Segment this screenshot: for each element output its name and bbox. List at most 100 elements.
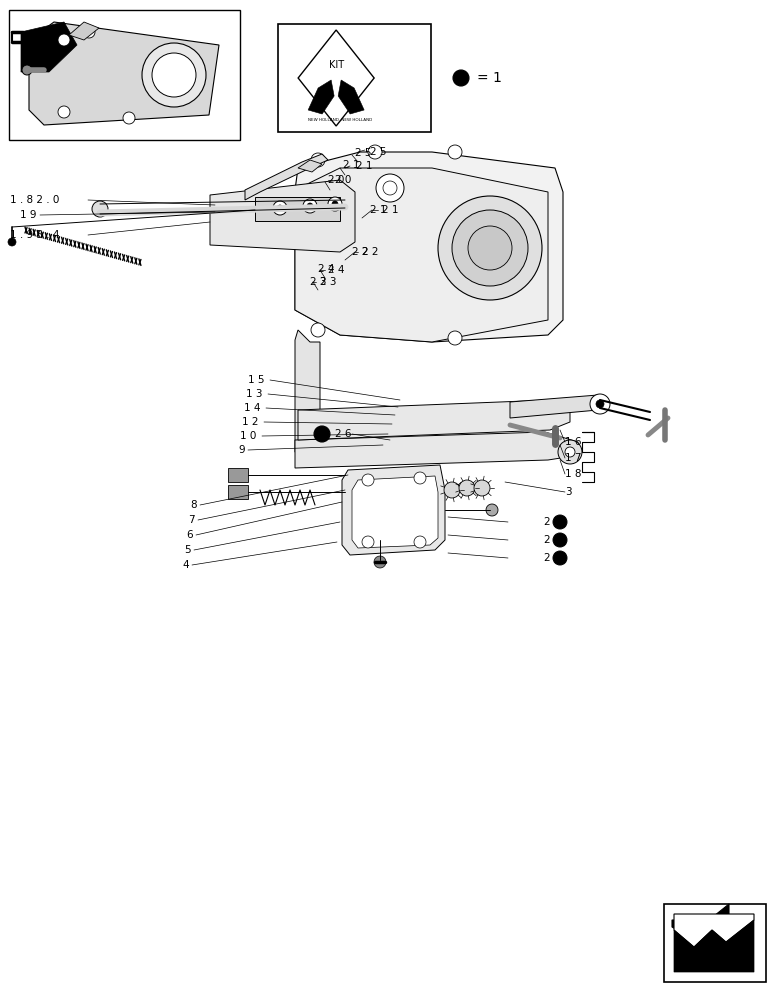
Circle shape	[368, 145, 382, 159]
Text: 1 4: 1 4	[244, 403, 260, 413]
Text: KIT: KIT	[328, 60, 343, 70]
Text: NEW HOLLAND  NEW HOLLAND: NEW HOLLAND NEW HOLLAND	[308, 118, 372, 122]
Text: 2 3: 2 3	[310, 277, 326, 287]
Circle shape	[83, 26, 95, 38]
Circle shape	[553, 515, 567, 529]
Circle shape	[414, 536, 426, 548]
Circle shape	[374, 556, 386, 568]
Text: 1 9: 1 9	[20, 210, 37, 220]
Text: 6: 6	[186, 530, 193, 540]
Circle shape	[558, 440, 582, 464]
Text: 1 8: 1 8	[565, 469, 582, 479]
Circle shape	[123, 112, 135, 124]
Text: 1 3: 1 3	[246, 389, 263, 399]
Polygon shape	[298, 160, 322, 172]
Circle shape	[303, 199, 317, 213]
Bar	[278, 24, 431, 132]
Text: 7: 7	[188, 515, 194, 525]
Text: 2 1: 2 1	[370, 205, 387, 215]
Text: 3: 3	[565, 487, 572, 497]
Polygon shape	[672, 904, 729, 944]
Text: 8: 8	[190, 500, 197, 510]
Circle shape	[383, 181, 397, 195]
Text: 1 0: 1 0	[240, 431, 256, 441]
Circle shape	[92, 201, 108, 217]
Polygon shape	[308, 80, 334, 114]
Bar	[9, 10, 240, 140]
Circle shape	[362, 536, 374, 548]
Circle shape	[58, 34, 70, 46]
Text: 2 2: 2 2	[362, 247, 379, 257]
Text: 2 1: 2 1	[382, 205, 398, 215]
Bar	[228, 485, 248, 499]
Text: 1 7: 1 7	[565, 453, 582, 463]
Polygon shape	[352, 476, 438, 548]
Polygon shape	[510, 395, 602, 418]
Text: 2 3: 2 3	[320, 277, 336, 287]
Circle shape	[332, 201, 338, 207]
Bar	[664, 904, 766, 982]
Polygon shape	[674, 920, 754, 972]
Circle shape	[444, 482, 460, 498]
Polygon shape	[338, 80, 364, 114]
Circle shape	[414, 472, 426, 484]
Text: 2: 2	[543, 535, 550, 545]
Text: 1 2: 1 2	[242, 417, 259, 427]
Circle shape	[438, 196, 542, 300]
Polygon shape	[295, 330, 320, 452]
Circle shape	[307, 203, 313, 209]
Text: 2 4: 2 4	[328, 265, 344, 275]
Text: 2 2: 2 2	[352, 247, 368, 257]
Circle shape	[459, 480, 475, 496]
Text: 4: 4	[182, 560, 189, 570]
Circle shape	[376, 174, 404, 202]
Polygon shape	[295, 152, 563, 342]
Polygon shape	[298, 30, 374, 126]
Polygon shape	[295, 168, 548, 342]
Text: 1 5: 1 5	[248, 375, 264, 385]
Text: = 1: = 1	[477, 71, 502, 85]
Text: 2 0: 2 0	[328, 175, 344, 185]
Circle shape	[596, 400, 604, 408]
Bar	[255, 197, 340, 221]
Polygon shape	[245, 154, 328, 200]
Polygon shape	[342, 465, 445, 555]
Text: 1 . 9 5 . 4: 1 . 9 5 . 4	[10, 230, 60, 240]
Text: 2 5: 2 5	[355, 148, 372, 158]
Circle shape	[453, 70, 469, 86]
Circle shape	[22, 65, 32, 75]
Circle shape	[474, 480, 490, 496]
Text: 2: 2	[543, 553, 550, 563]
Circle shape	[452, 210, 528, 286]
Text: 2 1: 2 1	[356, 161, 372, 171]
Text: 2 6: 2 6	[335, 429, 351, 439]
Text: 1 . 8 2 . 0: 1 . 8 2 . 0	[10, 195, 60, 205]
Polygon shape	[295, 432, 580, 468]
Circle shape	[328, 197, 342, 211]
Circle shape	[448, 145, 462, 159]
Circle shape	[273, 201, 287, 215]
Text: 2: 2	[543, 517, 550, 527]
Circle shape	[311, 153, 325, 167]
Text: 2 0: 2 0	[335, 175, 351, 185]
Circle shape	[448, 331, 462, 345]
Circle shape	[152, 53, 196, 97]
Circle shape	[277, 205, 283, 211]
Circle shape	[362, 474, 374, 486]
Polygon shape	[69, 22, 99, 40]
Polygon shape	[29, 22, 219, 125]
Circle shape	[314, 426, 330, 442]
Circle shape	[58, 106, 70, 118]
Circle shape	[553, 533, 567, 547]
Text: 1 6: 1 6	[565, 437, 582, 447]
Polygon shape	[210, 180, 355, 252]
Polygon shape	[21, 22, 77, 72]
Text: 2 4: 2 4	[318, 264, 335, 274]
Circle shape	[468, 226, 512, 270]
Circle shape	[553, 551, 567, 565]
Text: 2 1: 2 1	[343, 160, 360, 170]
Text: 9: 9	[238, 445, 245, 455]
Circle shape	[486, 504, 498, 516]
Text: 2 5: 2 5	[370, 147, 387, 157]
Circle shape	[565, 447, 575, 457]
